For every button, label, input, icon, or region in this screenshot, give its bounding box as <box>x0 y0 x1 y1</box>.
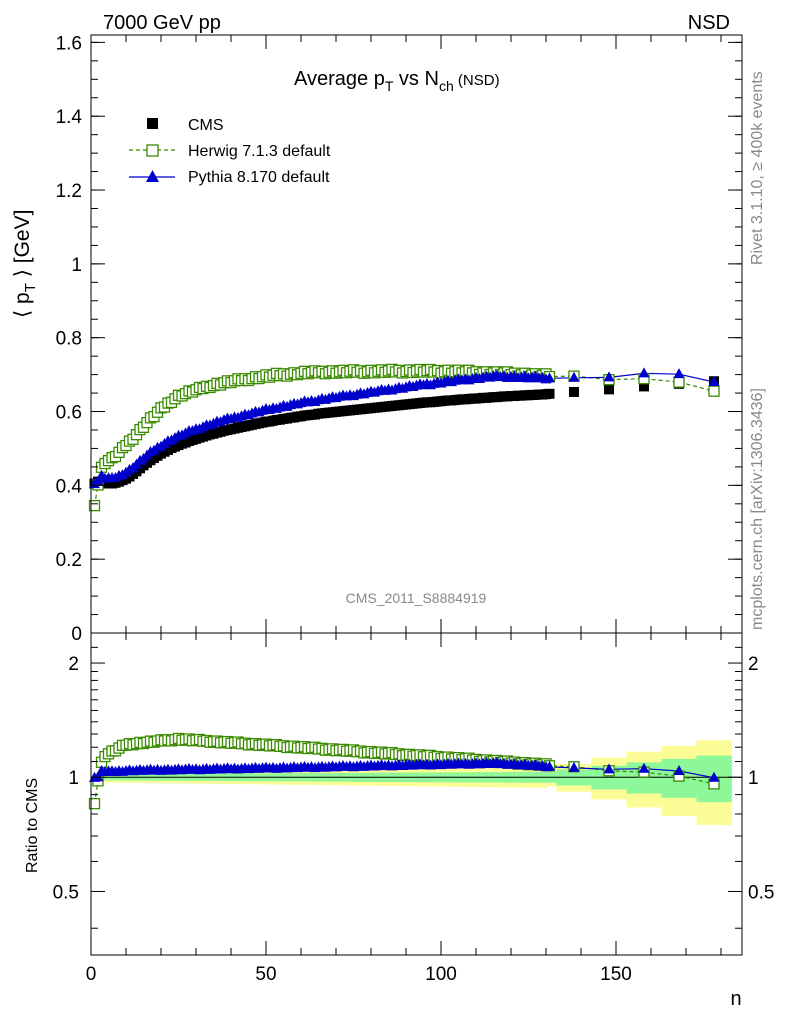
ratio-y-tick-label-right: 1 <box>748 768 759 789</box>
x-tick-label: 0 <box>86 964 97 985</box>
ratio-uncertainty-bands <box>91 740 742 826</box>
pythia-ratio-point <box>568 761 580 772</box>
pythia-ratio-point <box>544 760 555 771</box>
pythia-point <box>568 371 580 382</box>
legend-cms-label: CMS <box>188 117 224 134</box>
legend: CMS Herwig 7.1.3 default Pythia 8.170 de… <box>129 117 331 186</box>
ratio-y-axis-label: Ratio to CMS <box>24 778 41 873</box>
x-tick-label: 150 <box>600 964 632 985</box>
ratio-y-tick-label: 0.5 <box>53 882 79 903</box>
pythia-point <box>638 367 650 378</box>
y-tick-label: 1 <box>71 255 82 276</box>
y-tick-label: 1.4 <box>56 107 83 128</box>
ratio-y-tick-label-right: 2 <box>748 654 759 675</box>
cms-point <box>544 388 555 399</box>
y-tick-label: 1.6 <box>56 33 82 54</box>
legend-pythia-label: Pythia 8.170 default <box>188 169 330 186</box>
legend-herwig-label: Herwig 7.1.3 default <box>188 143 331 160</box>
pythia-point <box>603 371 615 382</box>
pythia-ratio-point <box>603 763 615 774</box>
ratio-y-tick-label: 1 <box>68 768 79 789</box>
legend-herwig-marker <box>146 144 159 157</box>
rivet-label: Rivet 3.1.10, ≥ 400k events <box>749 71 766 265</box>
legend-pythia-marker <box>146 170 159 182</box>
ratio-axis-ticks: 0.5 0.5 1 1 2 2 0 50 100 150 <box>53 633 774 985</box>
x-axis-label: n <box>730 988 741 1010</box>
y-tick-label: 0.8 <box>56 329 82 350</box>
ratio-y-tick-label-right: 0.5 <box>748 882 774 903</box>
cms-point <box>569 386 579 397</box>
y-tick-label: 1.2 <box>56 181 82 202</box>
herwig-point <box>673 376 685 388</box>
header-right: NSD <box>688 12 730 34</box>
x-tick-label: 50 <box>255 964 276 985</box>
herwig-ratio-point <box>88 797 101 810</box>
analysis-watermark: CMS_2011_S8884919 <box>346 590 487 606</box>
herwig-point <box>88 499 101 512</box>
cms-point <box>604 384 614 395</box>
chart-title: Average pT vs Nch (NSD) <box>294 68 500 94</box>
pythia-point <box>673 368 685 379</box>
y-tick-label: 0.6 <box>56 403 82 424</box>
ratio-y-tick-label: 2 <box>68 654 79 675</box>
pythia-ratio-point <box>673 764 685 775</box>
pythia-ratio-point <box>92 771 104 782</box>
pythia-point <box>544 372 555 383</box>
y-tick-label: 0.2 <box>56 550 82 571</box>
mcplots-label: mcplots.cern.ch [arXiv:1306.3436] <box>749 388 766 630</box>
x-tick-label: 100 <box>425 964 457 985</box>
legend-cms-marker <box>147 118 158 129</box>
pythia-point <box>708 375 720 386</box>
y-axis-label: ⟨ pT ⟩ [GeV] <box>11 210 39 318</box>
ratio-data-layer <box>88 732 720 810</box>
y-tick-label: 0 <box>71 624 82 645</box>
pythia-point <box>92 475 104 486</box>
pythia-ratio-point <box>708 771 720 782</box>
pythia-ratio-point <box>638 762 650 773</box>
main-data-layer <box>88 363 720 512</box>
ratio-frame <box>90 632 743 956</box>
herwig-point <box>708 385 720 397</box>
ratio-panel: 0.5 0.5 1 1 2 2 0 50 100 150 Ratio to CMS n <box>24 632 774 1010</box>
header-left: 7000 GeV pp <box>103 12 221 34</box>
y-tick-label: 0.4 <box>56 476 83 497</box>
main-axis-ticks: 0 0.2 0.4 0.6 0.8 1 1.2 1.4 1.6 <box>56 33 742 645</box>
main-panel: 0 0.2 0.4 0.6 0.8 1 1.2 1.4 1.6 Average pT vs Nc… <box>11 33 743 645</box>
cms-point <box>639 381 649 392</box>
